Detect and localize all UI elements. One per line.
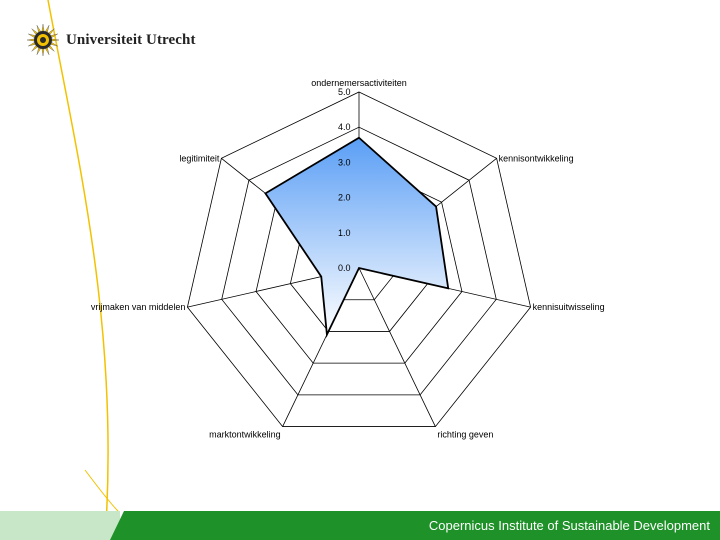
tick-label: 4.0 [338,122,351,132]
radar-chart: 0.0 1.0 2.0 3.0 4.0 5.0 ondernemersactiviteit… [91,78,605,440]
footer-bar: Copernicus Institute of Sustainable Deve… [0,511,720,540]
axis-label: legitimiteit [179,153,220,163]
sun-emblem-icon [26,23,60,57]
axis-label: richting geven [437,430,493,440]
grid-ring [221,126,497,396]
tick-label: 5.0 [338,87,351,97]
accent-curve-bottom [84,469,119,512]
footer-text: Copernicus Institute of Sustainable Deve… [428,518,710,533]
axis-label: kennisontwikkeling [499,153,574,163]
footer-light-block [0,511,120,540]
logo-text: Universiteit Utrecht [66,31,196,48]
radar-axis-labels: ondernemersactiviteiten kennisontwikkelin… [91,78,605,440]
footer-dark-block: Copernicus Institute of Sustainable Deve… [110,511,720,540]
tick-label: 3.0 [338,157,351,167]
axis-label: marktontwikkeling [209,430,281,440]
series-area [264,136,450,338]
university-logo: Universiteit Utrecht [26,23,196,57]
radar-spoke [358,267,436,427]
radar-series [264,136,450,338]
tick-label: 0.0 [338,263,351,273]
grid-ring [255,161,463,364]
tick-label: 2.0 [338,193,351,203]
axis-label: ondernemersactiviteiten [311,78,407,88]
tick-label: 1.0 [338,228,351,238]
grid-ring [186,91,532,427]
radar-tick-labels: 0.0 1.0 2.0 3.0 4.0 5.0 [338,87,351,273]
axis-label: kennisuitwisseling [533,302,605,312]
axis-label: vrijmaken van middelen [91,302,186,312]
accent-curve [47,0,109,540]
